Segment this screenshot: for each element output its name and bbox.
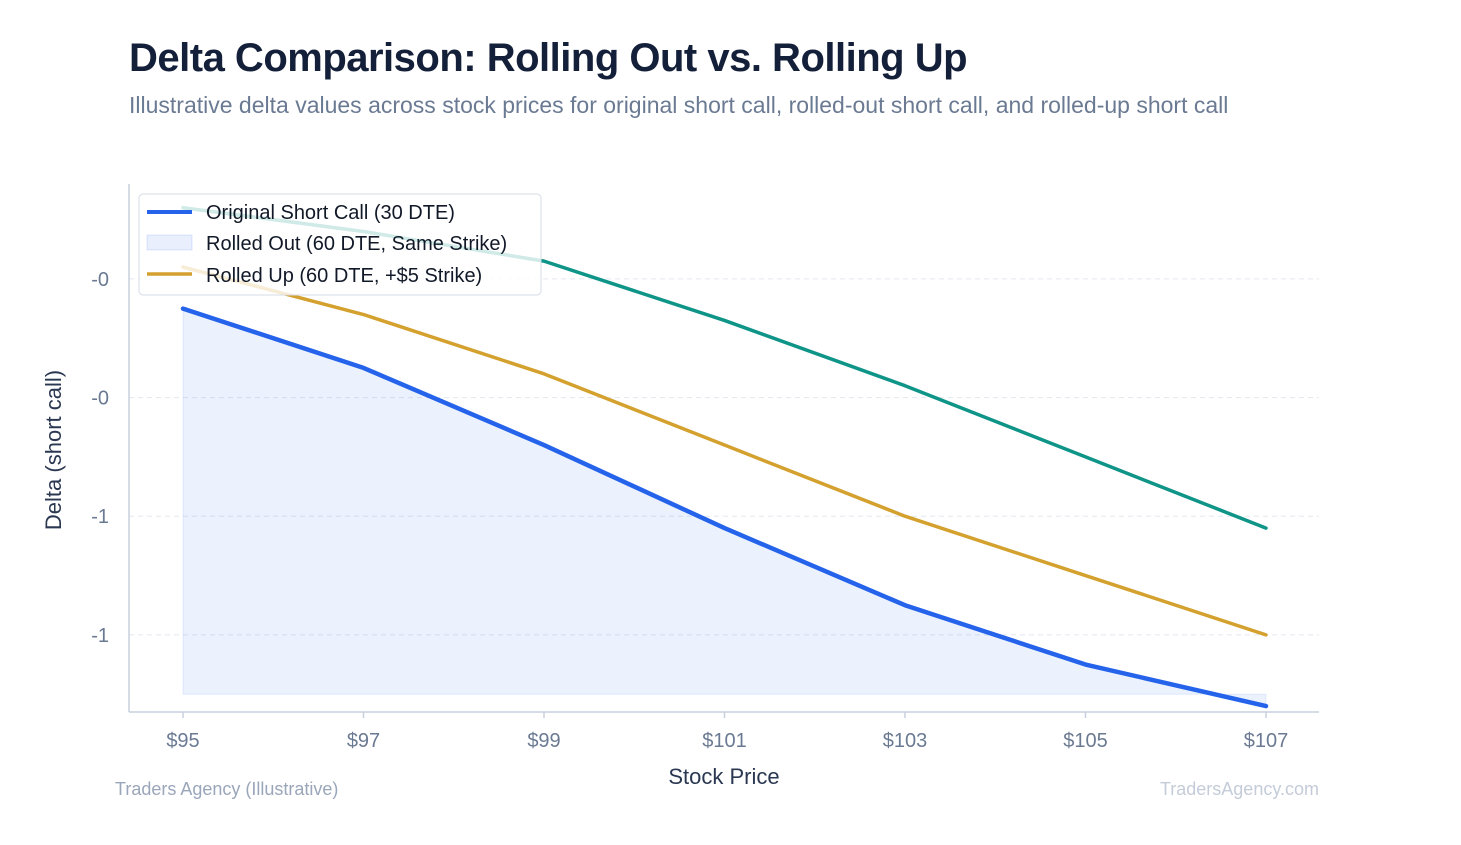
series-line-original — [180, 306, 1269, 709]
y-tick-label: -0 — [91, 269, 109, 291]
y-axis-title: Delta (short call) — [41, 370, 66, 530]
source-note: Traders Agency (Illustrative) — [115, 779, 339, 799]
x-tick-label: $101 — [702, 730, 747, 752]
y-ticks: -0 -0 -1 -1 — [91, 269, 109, 647]
legend-label-rolled-up: Rolled Up (60 DTE, +$5 Strike) — [206, 265, 482, 287]
area-fill-layer — [182, 307, 1267, 707]
y-tick-label: -1 — [91, 625, 109, 647]
x-axis-title: Stock Price — [668, 764, 779, 789]
area-fill-rolled-out — [182, 307, 1267, 707]
legend-label-original: Original Short Call (30 DTE) — [206, 202, 455, 224]
legend-box — [138, 193, 542, 296]
x-tick-label: $95 — [166, 730, 199, 752]
chart-subtitle: Illustrative delta values across stock p… — [129, 92, 1229, 118]
x-ticks: $95 $97 $99 $101 $103 $105 $107 — [166, 712, 1288, 752]
watermark: TradersAgency.com — [1159, 779, 1319, 799]
x-tick-label: $99 — [527, 730, 560, 752]
x-tick-label: $105 — [1063, 730, 1108, 752]
series-line-rolled-up — [181, 265, 1268, 637]
legend-swatch-rolled-out — [146, 234, 193, 251]
legend-label-rolled-out: Rolled Out (60 DTE, Same Strike) — [206, 233, 507, 255]
x-tick-label: $103 — [883, 730, 928, 752]
x-tick-label: $107 — [1244, 730, 1289, 752]
y-tick-label: -1 — [91, 506, 109, 528]
chart-title: Delta Comparison: Rolling Out vs. Rollin… — [129, 36, 968, 80]
y-tick-label: -0 — [91, 388, 109, 410]
legend: Original Short Call (30 DTE) Rolled Out … — [138, 193, 542, 296]
x-tick-label: $97 — [347, 730, 380, 752]
